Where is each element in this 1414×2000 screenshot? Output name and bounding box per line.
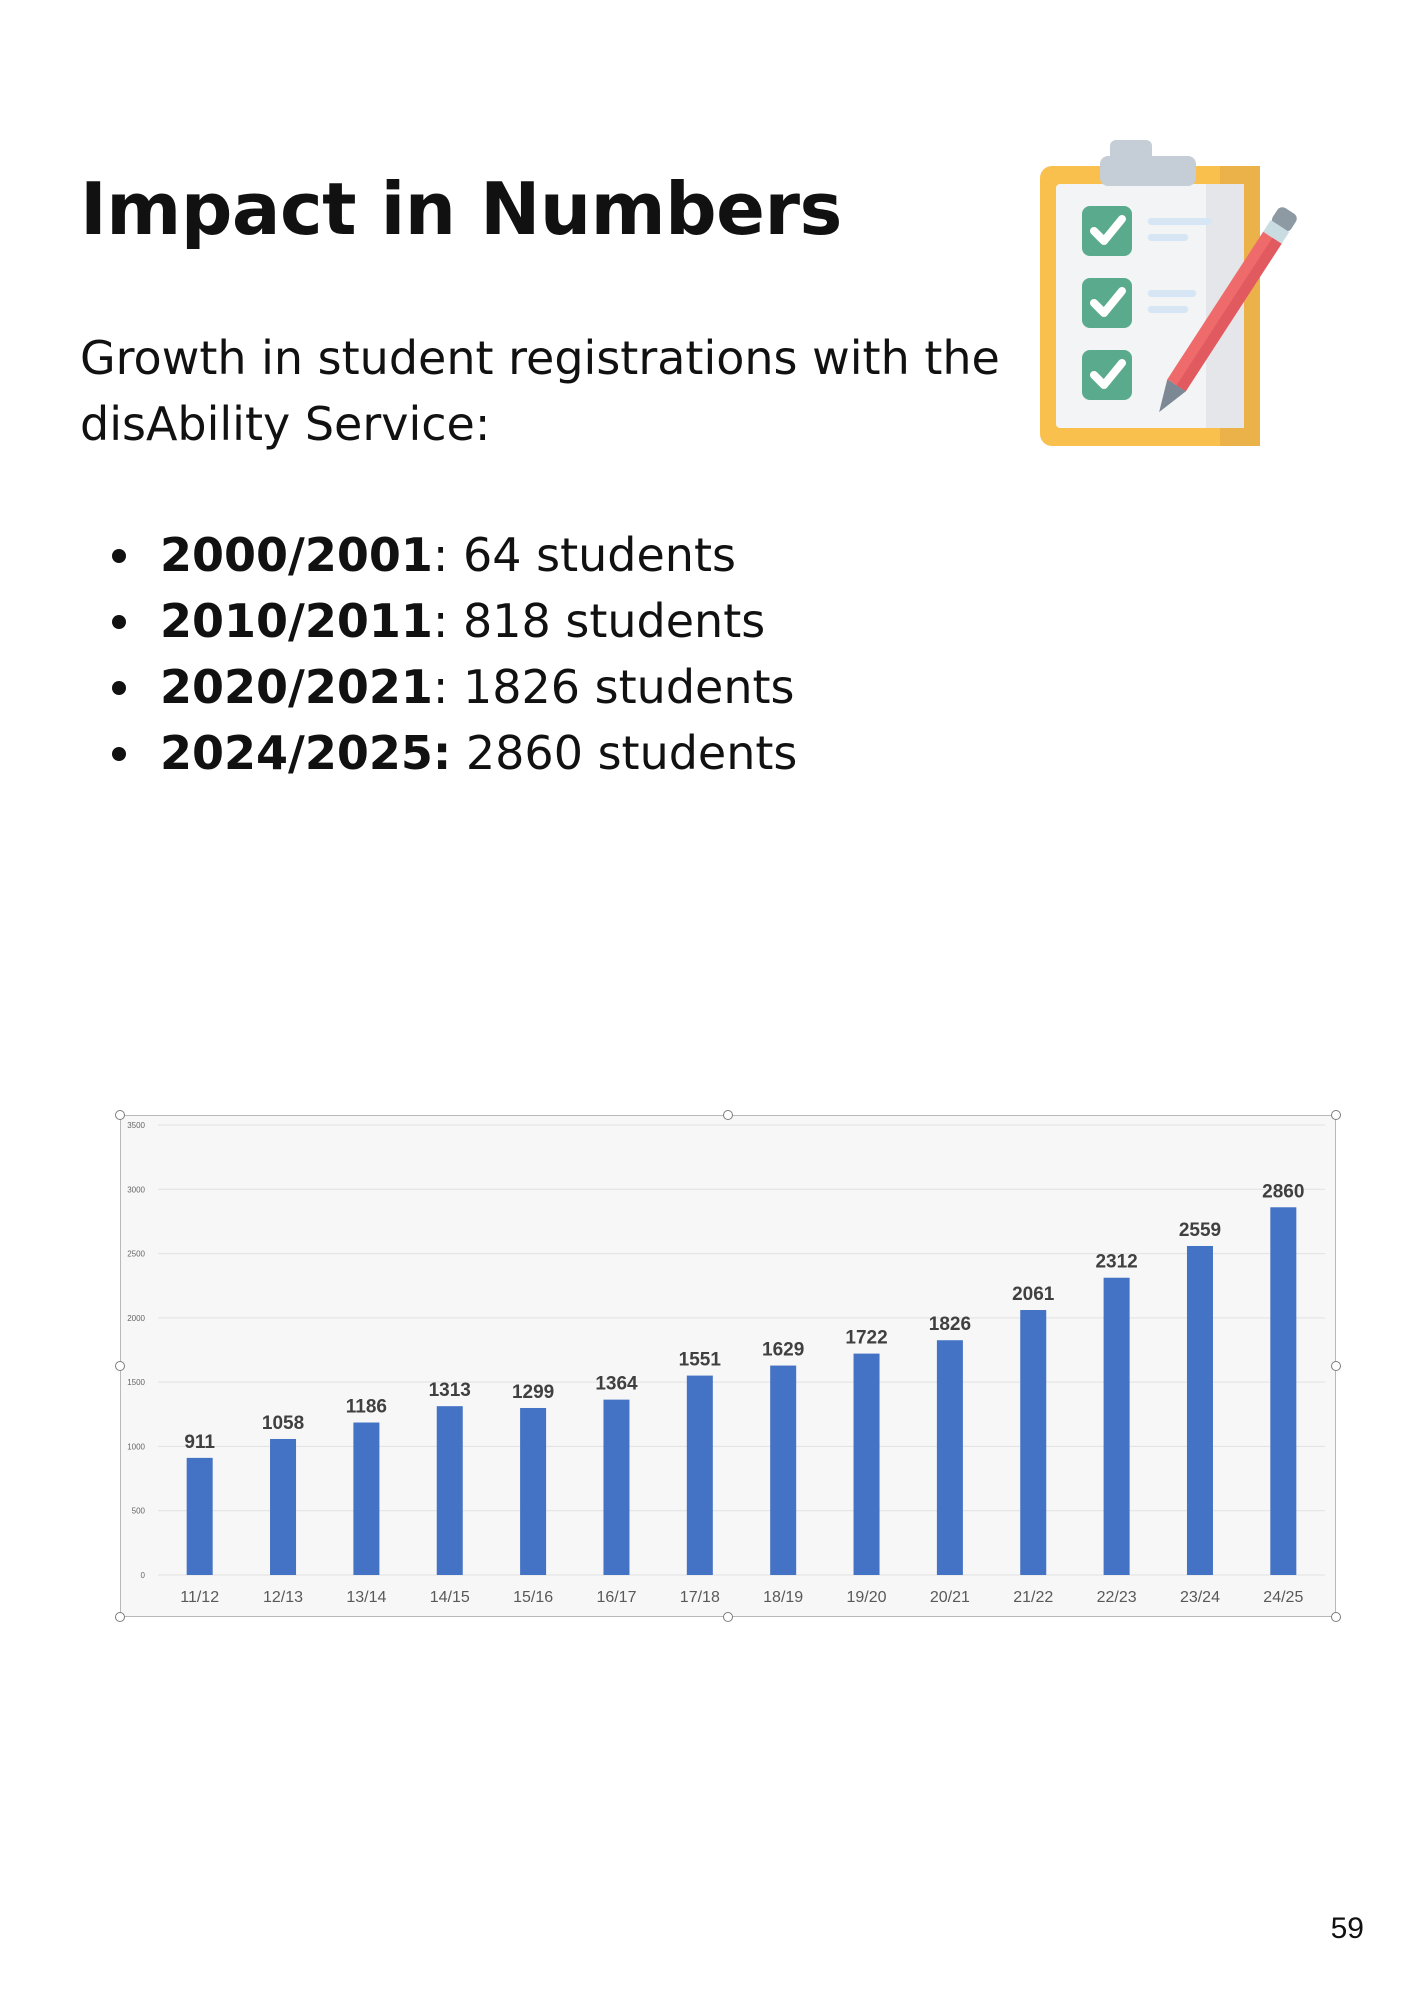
bar [936,1340,963,1575]
stat-year: 2020/2021 [160,660,433,714]
data-label: 2559 [1179,1220,1221,1241]
x-tick-label: 16/17 [596,1589,636,1606]
data-label: 1629 [762,1340,804,1361]
stats-list: 2000/2001: 64 students 2010/2011: 818 st… [80,522,797,786]
data-label: 1186 [346,1397,387,1418]
x-tick-label: 22/23 [1097,1589,1137,1606]
chart-frame[interactable] [120,1115,1336,1617]
data-label: 1299 [512,1382,554,1403]
bullet-icon [112,615,126,629]
bar [1186,1245,1213,1575]
data-label: 1722 [845,1328,887,1349]
x-tick-label: 20/21 [930,1589,970,1606]
list-item: 2020/2021: 1826 students [80,654,797,720]
list-item: 2024/2025: 2860 students [80,720,797,786]
data-label: 1826 [929,1314,971,1335]
x-tick-label: 24/25 [1263,1589,1303,1606]
data-label: 1313 [429,1380,471,1401]
bar [270,1438,297,1575]
data-label: 1058 [262,1413,304,1434]
x-tick-label: 18/19 [763,1589,803,1606]
y-tick-label: 3500 [127,1121,145,1130]
bar [186,1457,213,1575]
y-tick-label: 500 [132,1507,146,1516]
stat-separator: : [432,660,449,714]
stat-value: 1826 students [448,660,795,714]
list-item: 2000/2001: 64 students [80,522,797,588]
data-label: 2860 [1262,1181,1304,1202]
bar-chart: 0 500 1000 1500 2000 2500 3000 3500 911 11/12 1058… [127,1121,1325,1606]
y-tick-label: 2500 [127,1250,145,1259]
bar [603,1399,630,1575]
y-tick-label: 1500 [127,1378,145,1387]
y-tick-label: 2000 [127,1314,145,1323]
clipboard-checklist-with-pencil-icon [1040,140,1297,446]
bar [436,1406,463,1575]
x-tick-label: 11/12 [180,1589,219,1606]
x-tick-label: 23/24 [1180,1589,1220,1606]
stat-value: 2860 students [451,726,798,780]
data-label: 1551 [679,1350,722,1371]
bar [686,1375,713,1575]
stat-separator: : [432,528,449,582]
resize-handle[interactable] [115,1110,125,1120]
y-tick-label: 0 [141,1571,146,1580]
x-tick-label: 19/20 [847,1589,887,1606]
resize-handle[interactable] [1331,1361,1341,1371]
x-tick-label: 12/13 [263,1589,303,1606]
resize-handle[interactable] [723,1612,733,1622]
resize-handle[interactable] [1331,1612,1341,1622]
x-tick-label: 17/18 [680,1589,720,1606]
stat-value: 818 students [448,594,766,648]
resize-handle[interactable] [115,1612,125,1622]
y-tick-label: 1000 [127,1442,145,1451]
resize-handle[interactable] [1331,1110,1341,1120]
bar [853,1353,880,1575]
bar [353,1422,380,1575]
stat-year: 2024/2025: [160,726,452,780]
bar [1270,1207,1297,1575]
data-label: 911 [184,1432,215,1453]
data-label: 2061 [1012,1284,1055,1305]
stat-year: 2010/2011 [160,594,433,648]
bar [1103,1277,1130,1575]
stat-year: 2000/2001 [160,528,433,582]
x-tick-label: 15/16 [513,1589,553,1606]
x-tick-label: 21/22 [1013,1589,1053,1606]
resize-handle[interactable] [723,1110,733,1120]
x-tick-label: 13/14 [346,1589,386,1606]
data-label: 2312 [1095,1252,1137,1273]
stat-separator: : [432,594,449,648]
page-number: 59 [1330,1912,1364,1945]
bullet-icon [112,549,126,563]
bar [1020,1310,1047,1575]
list-item: 2010/2011: 818 students [80,588,797,654]
bullet-icon [112,747,126,761]
bar [520,1407,547,1575]
bar [770,1365,797,1575]
x-tick-label: 14/15 [430,1589,470,1606]
y-tick-label: 3000 [127,1185,145,1194]
stat-value: 64 students [448,528,736,582]
resize-handle[interactable] [115,1361,125,1371]
page-title: Impact in Numbers [80,167,842,251]
bullet-icon [112,681,126,695]
data-label: 1364 [595,1374,638,1395]
intro-text: Growth in student registrations with the… [80,331,1000,451]
